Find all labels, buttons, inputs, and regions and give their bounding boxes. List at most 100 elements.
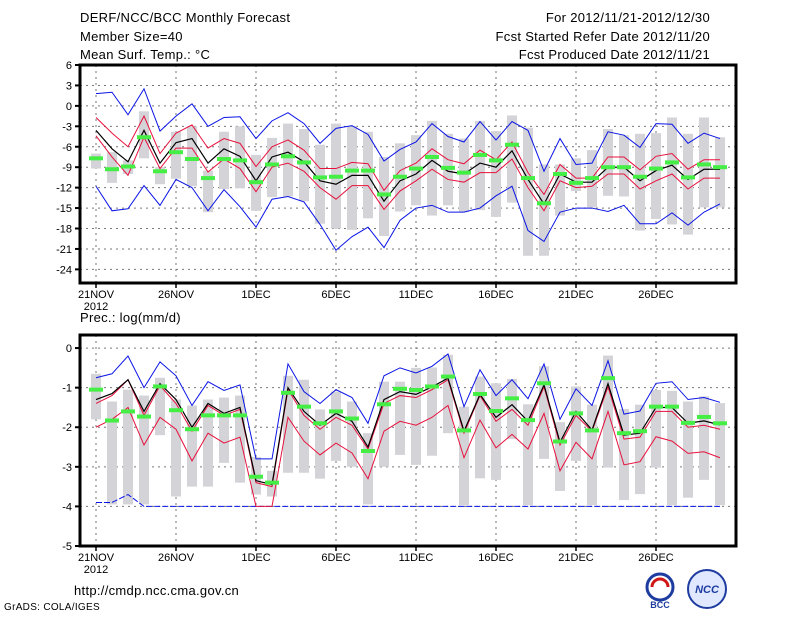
ensemble-range-bar xyxy=(667,117,677,225)
ensemble-range-bar xyxy=(315,409,325,479)
ensemble-range-bar xyxy=(315,144,325,224)
observation-mark xyxy=(345,168,359,173)
produced-date: Fcst Produced Date 2012/11/21 xyxy=(518,47,710,62)
observation-mark xyxy=(409,166,423,171)
observation-mark xyxy=(713,165,727,170)
ensemble-range-bar xyxy=(523,404,533,506)
observation-mark xyxy=(649,166,663,171)
ensemble-range-bar xyxy=(427,367,437,456)
y-tick-label: 3 xyxy=(66,80,72,92)
observation-mark xyxy=(185,157,199,162)
y-tick-label: -21 xyxy=(56,244,72,256)
ensemble-range-bar xyxy=(363,433,373,505)
observation-mark xyxy=(569,180,583,185)
ensemble-range-bar xyxy=(459,406,469,506)
x-tick-label: 21DEC xyxy=(558,552,594,564)
observation-mark xyxy=(649,404,663,409)
observation-mark xyxy=(313,421,327,426)
ensemble-range-bar xyxy=(715,403,725,506)
y-tick-label: 0 xyxy=(66,343,72,355)
ensemble-range-bar xyxy=(139,395,149,505)
ensemble-range-bar xyxy=(91,373,101,420)
ensemble-range-bar xyxy=(699,396,709,480)
max-line xyxy=(95,353,721,460)
ensemble-range-bar xyxy=(91,153,101,169)
plot-frame xyxy=(78,333,738,548)
observation-mark xyxy=(361,448,375,453)
ensemble-range-bar xyxy=(219,397,229,463)
x-tick-label: 16DEC xyxy=(478,552,514,564)
x-tick-label: 11DEC xyxy=(399,552,434,564)
figure-title: DERF/NCC/BCC Monthly Forecast xyxy=(80,10,291,25)
observation-mark xyxy=(633,174,647,179)
footer-credit: GrADS: COLA/IGES xyxy=(4,602,100,613)
y-tick-label: -24 xyxy=(56,264,72,276)
ensemble-range-bar xyxy=(635,133,645,231)
ensemble-range-bar xyxy=(635,404,645,495)
upper-spread-line xyxy=(95,378,721,488)
ensemble-range-bar xyxy=(523,127,533,256)
ensemble-range-bar xyxy=(683,401,693,498)
observation-mark xyxy=(441,374,455,379)
forecast-period: For 2012/11/21-2012/12/30 xyxy=(545,10,710,25)
ensemble-range-bar xyxy=(491,131,501,217)
observation-mark xyxy=(105,418,119,423)
observation-mark xyxy=(681,175,695,180)
ensemble-range-bar xyxy=(155,167,165,185)
ensemble-range-bar xyxy=(171,399,181,497)
observation-mark xyxy=(553,439,567,444)
ensemble-range-bar xyxy=(651,133,661,219)
ensemble-range-bar xyxy=(171,131,181,179)
x-tick-label: 21DEC xyxy=(558,289,594,301)
y-tick-label: 6 xyxy=(66,60,72,72)
observation-mark xyxy=(265,162,279,167)
observation-mark xyxy=(425,154,439,159)
observation-mark xyxy=(489,409,503,414)
started-date: Fcst Started Refer Date 2012/11/20 xyxy=(495,29,710,44)
y-tick-label: 0 xyxy=(66,101,72,113)
observation-mark xyxy=(89,387,103,392)
ensemble-range-bar xyxy=(187,126,197,187)
year-label: 2012 xyxy=(84,301,108,313)
observation-mark xyxy=(329,409,343,414)
observation-mark xyxy=(697,162,711,167)
x-tick-label: 6DEC xyxy=(321,552,350,564)
panel-temperature: 6 3 0 -3 -6 -9 -12 -15 -18 -21 -24 21NOV 26NOV 1DEC 6D… xyxy=(56,60,738,313)
ensemble-range-bar xyxy=(603,129,613,196)
ensemble-range-bar xyxy=(555,164,565,216)
max-line xyxy=(95,87,721,173)
ensemble-range-bar xyxy=(331,391,341,461)
member-size: Member Size=40 xyxy=(80,29,183,44)
ensemble-range-bar xyxy=(619,409,629,501)
ensemble-range-bar xyxy=(411,367,421,465)
ncc-logo: NCC xyxy=(684,568,730,610)
variable-label: Mean Surf. Temp.: °C xyxy=(80,47,211,62)
observation-mark xyxy=(201,413,215,418)
observation-mark xyxy=(169,150,183,155)
panel-precipitation: 0 -1 -2 -3 -4 -5 21NOV 26NOV 1DEC 6DEC 11DEC 16DEC 2… xyxy=(62,333,738,576)
observation-mark xyxy=(601,165,615,170)
ensemble-range-bar xyxy=(683,133,693,235)
observation-mark xyxy=(505,396,519,401)
ensemble-range-bar xyxy=(587,404,597,506)
y-tick-label: -2 xyxy=(62,422,72,434)
observation-mark xyxy=(345,416,359,421)
observation-mark xyxy=(281,390,295,395)
x-tick-label: 16DEC xyxy=(478,289,514,301)
observation-mark xyxy=(217,157,231,162)
ensemble-range-bar xyxy=(555,422,565,491)
bcc-logo: BCC xyxy=(640,570,680,610)
observation-mark xyxy=(713,421,727,426)
plot-frame xyxy=(78,63,738,285)
footer-url[interactable]: http://cmdp.ncc.cma.gov.cn xyxy=(74,583,240,598)
ensemble-range-bar xyxy=(475,120,485,211)
observation-mark xyxy=(297,160,311,165)
y-tick-label: -12 xyxy=(56,183,72,195)
observation-mark xyxy=(633,429,647,434)
ensemble-range-bar xyxy=(571,386,581,461)
ensemble-range-bar xyxy=(699,117,709,208)
ensemble-range-bar xyxy=(283,123,293,197)
ensemble-mean-line xyxy=(95,377,721,486)
ensemble-range-bar xyxy=(203,399,213,487)
ensemble-range-bar xyxy=(283,375,293,473)
